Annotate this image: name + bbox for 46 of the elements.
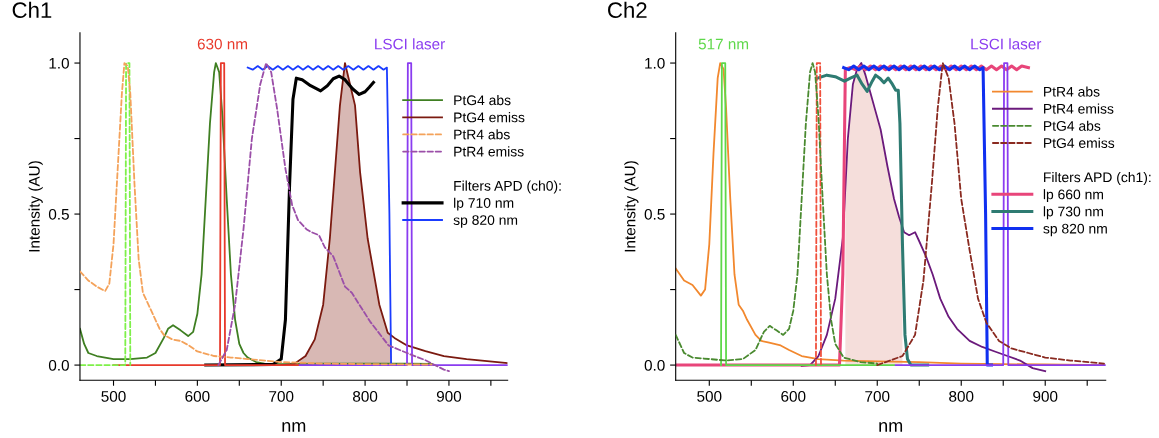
legend-label: PtR4 emiss bbox=[454, 146, 524, 157]
line-series bbox=[79, 62, 434, 366]
legend-label: lp 660 nm bbox=[1043, 189, 1103, 203]
legend-label: PtR4 emiss bbox=[1044, 103, 1114, 114]
x-tick-label: 500 bbox=[697, 391, 722, 402]
legend-title: Filters APD (ch1): bbox=[1044, 172, 1151, 185]
y-axis-title: Intensity (AU) bbox=[624, 161, 639, 252]
x-axis-title: nm bbox=[282, 422, 306, 432]
annotation: LSCI laser bbox=[375, 38, 445, 50]
chart-title: Ch2 bbox=[608, 1, 647, 19]
y-tick-label: 1.0 bbox=[49, 57, 69, 69]
y-tick-label: 0.0 bbox=[48, 359, 69, 371]
x-tick-label: 600 bbox=[781, 391, 806, 402]
line-series bbox=[217, 62, 450, 373]
legend-label: PtR4 abs bbox=[1044, 86, 1100, 97]
legend-label: lp 710 nm bbox=[454, 197, 514, 211]
y-tick-label: 0.5 bbox=[48, 208, 69, 220]
x-axis-title: nm bbox=[879, 422, 903, 432]
legend-label: lp 730 nm bbox=[1043, 206, 1103, 220]
legend-label: sp 820 nm bbox=[453, 215, 518, 228]
line-series bbox=[675, 62, 879, 365]
legend-label: PtR4 abs bbox=[454, 129, 510, 140]
chart-title: Ch1 bbox=[12, 1, 52, 19]
y-tick-label: 0.0 bbox=[644, 359, 665, 371]
y-tick-label: 1.0 bbox=[645, 57, 665, 69]
legend-label: sp 820 nm bbox=[1043, 223, 1107, 237]
legend-label: PtG4 emiss bbox=[1044, 137, 1115, 148]
annotation: 630 nm bbox=[197, 38, 247, 50]
x-tick-label: 700 bbox=[865, 391, 890, 402]
legend-label: PtG4 emiss bbox=[454, 112, 525, 123]
legend-label: PtG4 abs bbox=[454, 94, 511, 106]
line-series bbox=[816, 73, 930, 367]
x-tick-label: 500 bbox=[101, 391, 126, 402]
x-tick-label: 900 bbox=[1033, 391, 1058, 402]
x-tick-label: 700 bbox=[269, 391, 294, 402]
annotation: LSCI laser bbox=[971, 38, 1042, 50]
legend-label: PtG4 abs bbox=[1044, 120, 1101, 131]
legend-title: Filters APD (ch0): bbox=[454, 180, 561, 194]
x-tick-label: 800 bbox=[949, 391, 974, 402]
x-tick-label: 900 bbox=[436, 391, 462, 402]
line-series bbox=[842, 64, 993, 367]
y-axis-title: Intensity (AU) bbox=[28, 161, 43, 252]
y-tick-label: 0.5 bbox=[644, 208, 665, 220]
x-tick-label: 600 bbox=[185, 391, 210, 402]
x-tick-label: 800 bbox=[353, 391, 378, 402]
annotation: 517 nm bbox=[698, 38, 749, 50]
